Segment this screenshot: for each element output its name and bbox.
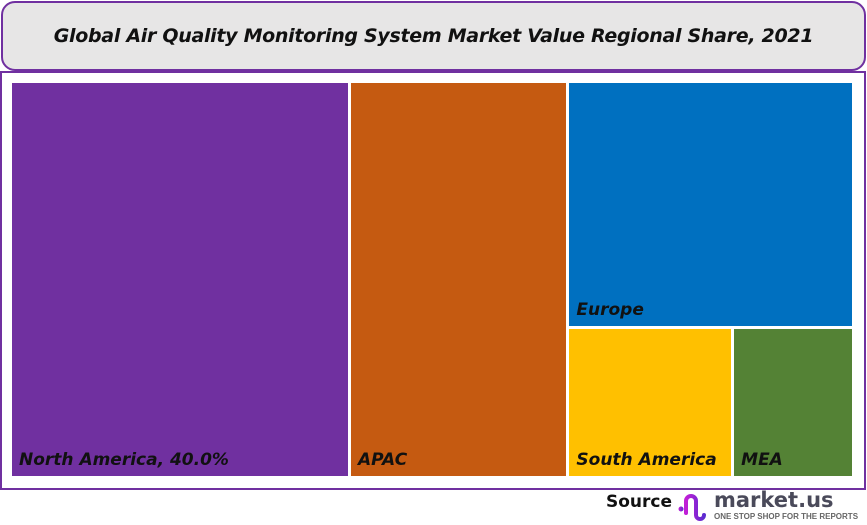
logo-text: market.us — [714, 488, 834, 512]
treemap-plot: North America, 40.0% APAC Europe South Amer… — [12, 83, 852, 476]
market-us-logo: market.us ONE STOP SHOP FOR THE REPORTS — [678, 489, 858, 522]
treemap-cell-europe: Europe — [569, 83, 852, 326]
treemap-cell-mea: MEA — [734, 328, 852, 476]
chart-title-box: Global Air Quality Monitoring System Mar… — [1, 1, 866, 71]
treemap-cell-south-america: South America — [569, 328, 732, 476]
treemap-cell-north-america: North America, 40.0% — [12, 83, 348, 476]
treemap-label: North America, 40.0% — [19, 450, 229, 470]
chart-title: Global Air Quality Monitoring System Mar… — [53, 25, 814, 47]
logo-tagline: ONE STOP SHOP FOR THE REPORTS — [714, 512, 859, 521]
treemap-label: South America — [576, 449, 717, 470]
market-us-logo-icon — [678, 494, 711, 521]
treemap-label: MEA — [741, 449, 783, 470]
source-label: Source — [606, 492, 673, 512]
treemap-label: APAC — [358, 450, 408, 470]
treemap-cell-apac: APAC — [351, 83, 567, 476]
treemap-label: Europe — [576, 299, 644, 320]
